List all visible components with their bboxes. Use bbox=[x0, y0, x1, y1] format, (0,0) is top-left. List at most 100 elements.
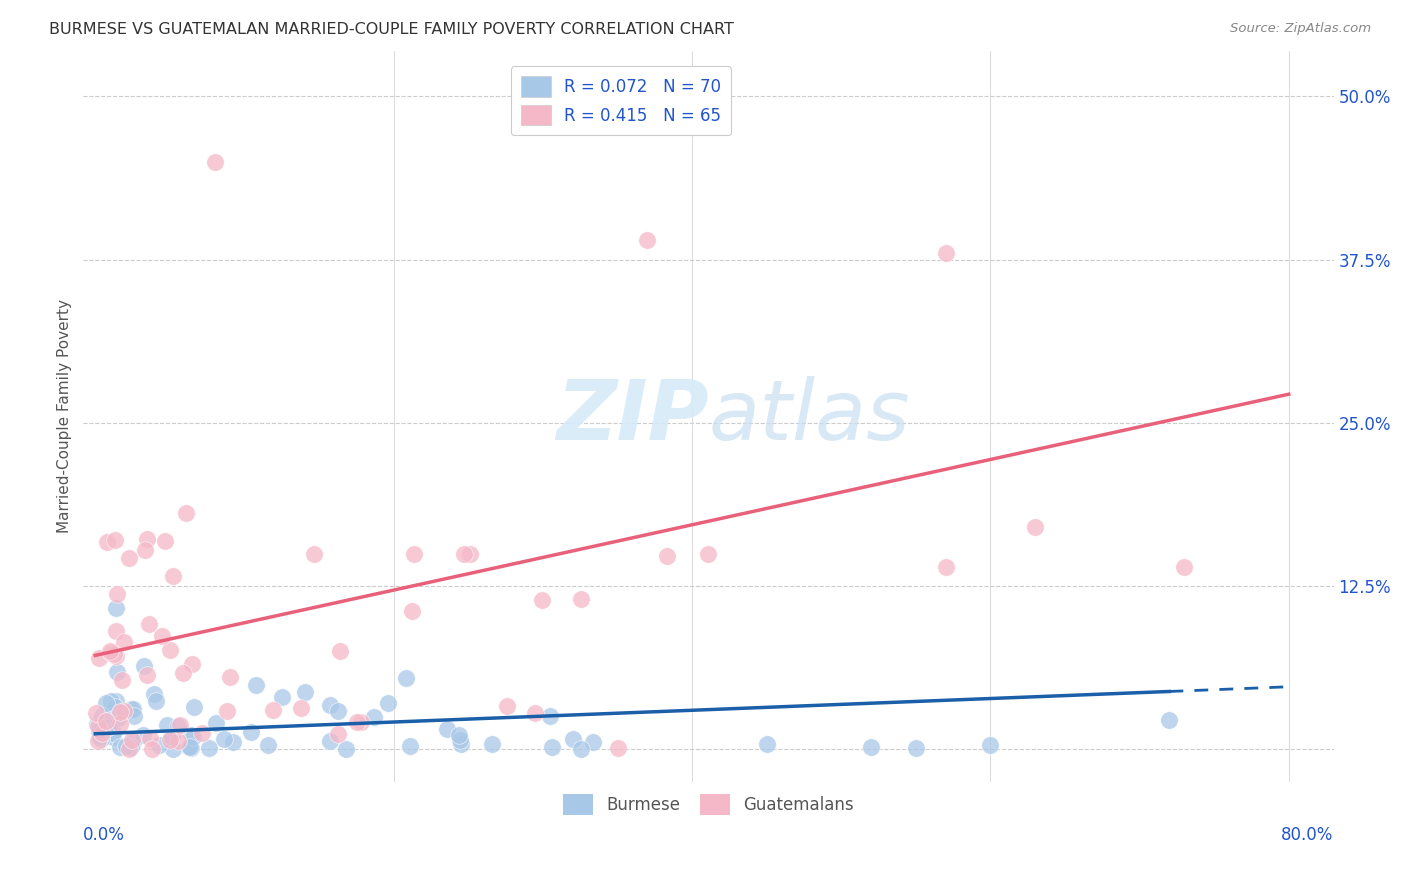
Point bbox=[136, 532, 159, 546]
Point bbox=[104, 624, 127, 639]
Point bbox=[191, 726, 214, 740]
Point bbox=[496, 698, 519, 713]
Point bbox=[319, 734, 342, 748]
Y-axis label: Married-Couple Family Poverty: Married-Couple Family Poverty bbox=[58, 300, 72, 533]
Legend: Burmese, Guatemalans: Burmese, Guatemalans bbox=[557, 788, 860, 822]
Point bbox=[118, 550, 141, 565]
Point bbox=[108, 739, 131, 754]
Point bbox=[159, 732, 181, 747]
Point bbox=[569, 742, 592, 756]
Point bbox=[183, 699, 205, 714]
Point bbox=[104, 533, 127, 548]
Point bbox=[212, 731, 235, 746]
Point bbox=[179, 739, 201, 754]
Point bbox=[105, 665, 128, 679]
Point bbox=[167, 734, 190, 748]
Point bbox=[256, 739, 278, 753]
Point bbox=[450, 738, 472, 752]
Text: ZIP: ZIP bbox=[555, 376, 709, 457]
Point bbox=[294, 685, 316, 699]
Point bbox=[377, 697, 399, 711]
Point bbox=[350, 715, 373, 730]
Point bbox=[141, 742, 163, 756]
Point bbox=[458, 547, 481, 561]
Point bbox=[481, 738, 503, 752]
Point bbox=[162, 742, 184, 756]
Point bbox=[94, 696, 117, 710]
Point bbox=[398, 739, 420, 754]
Point bbox=[132, 728, 155, 742]
Point bbox=[181, 730, 204, 744]
Point bbox=[395, 671, 418, 685]
Point bbox=[169, 717, 191, 731]
Point bbox=[636, 233, 658, 247]
Point bbox=[87, 733, 110, 747]
Point bbox=[329, 644, 352, 658]
Point bbox=[122, 709, 145, 723]
Point bbox=[979, 738, 1001, 752]
Point bbox=[155, 534, 177, 549]
Point bbox=[346, 715, 368, 730]
Point bbox=[143, 687, 166, 701]
Point bbox=[606, 741, 628, 756]
Point bbox=[363, 710, 385, 724]
Point bbox=[91, 726, 114, 740]
Point bbox=[245, 677, 267, 691]
Point bbox=[755, 737, 778, 751]
Point bbox=[318, 698, 340, 712]
Point bbox=[562, 731, 585, 746]
Point bbox=[86, 717, 108, 731]
Point bbox=[523, 706, 546, 721]
Point bbox=[122, 701, 145, 715]
Point bbox=[1159, 713, 1181, 727]
Point bbox=[104, 648, 127, 663]
Point bbox=[108, 705, 131, 719]
Text: Source: ZipAtlas.com: Source: ZipAtlas.com bbox=[1230, 22, 1371, 36]
Point bbox=[181, 657, 204, 672]
Point bbox=[302, 547, 325, 561]
Point bbox=[222, 735, 245, 749]
Point bbox=[402, 547, 425, 561]
Point bbox=[139, 731, 162, 746]
Point bbox=[101, 726, 124, 740]
Point bbox=[697, 547, 720, 561]
Point bbox=[174, 506, 197, 520]
Point bbox=[97, 720, 120, 734]
Point bbox=[86, 706, 108, 721]
Point bbox=[328, 704, 350, 718]
Point bbox=[436, 722, 458, 736]
Point bbox=[105, 601, 128, 615]
Point bbox=[1024, 520, 1046, 534]
Point bbox=[100, 694, 122, 708]
Point bbox=[110, 717, 132, 731]
Point bbox=[91, 709, 114, 723]
Point bbox=[177, 740, 200, 755]
Point bbox=[180, 728, 202, 742]
Point bbox=[197, 741, 219, 756]
Point bbox=[166, 719, 188, 733]
Point bbox=[87, 724, 110, 739]
Point bbox=[156, 718, 179, 732]
Point bbox=[96, 534, 118, 549]
Point bbox=[89, 731, 111, 745]
Point bbox=[328, 727, 350, 741]
Text: 0.0%: 0.0% bbox=[83, 826, 125, 844]
Point bbox=[100, 646, 122, 660]
Point bbox=[180, 741, 202, 756]
Point bbox=[134, 659, 156, 673]
Point bbox=[105, 694, 128, 708]
Point bbox=[135, 668, 157, 682]
Point bbox=[453, 547, 475, 561]
Point bbox=[150, 629, 173, 643]
Point bbox=[120, 739, 142, 754]
Point bbox=[935, 246, 957, 260]
Text: atlas: atlas bbox=[709, 376, 910, 457]
Point bbox=[262, 703, 284, 717]
Point bbox=[162, 569, 184, 583]
Text: 80.0%: 80.0% bbox=[1281, 826, 1333, 844]
Point bbox=[449, 728, 471, 742]
Point bbox=[159, 643, 181, 657]
Point bbox=[98, 644, 121, 658]
Point bbox=[204, 154, 226, 169]
Point bbox=[107, 710, 129, 724]
